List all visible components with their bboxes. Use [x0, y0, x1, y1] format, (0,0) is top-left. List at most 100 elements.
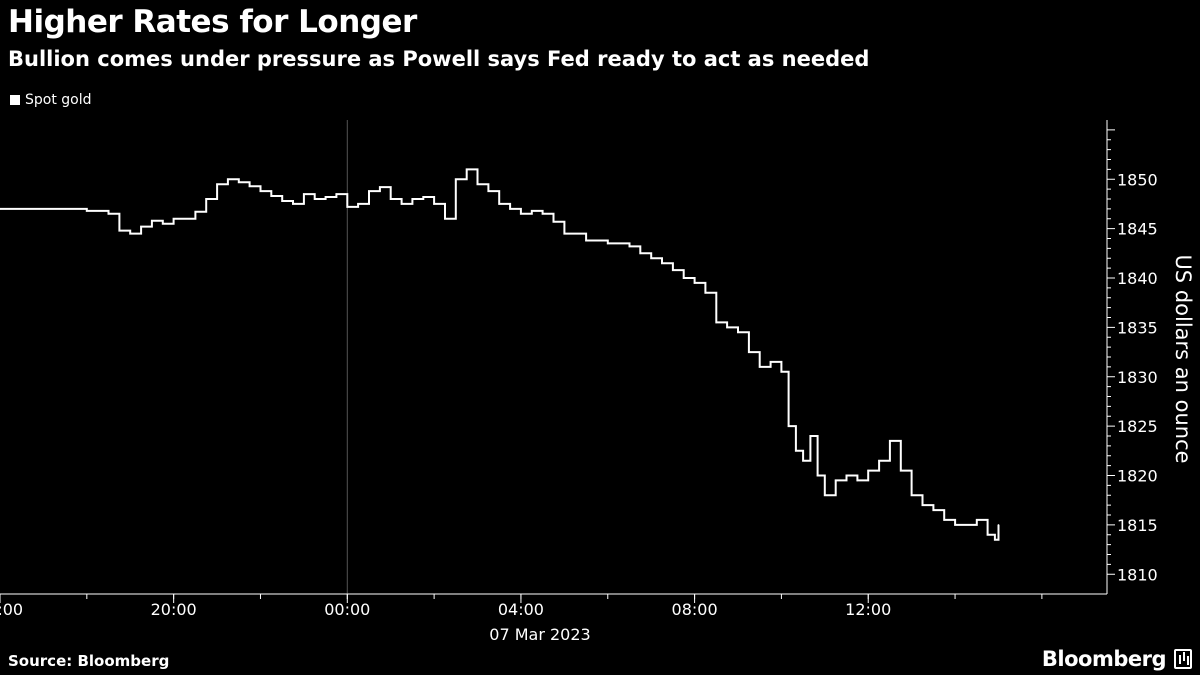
data-point: [444, 217, 446, 220]
data-point: [541, 213, 544, 215]
chart-axes: [0, 120, 1108, 595]
data-point: [563, 232, 566, 235]
x-tick-label: 12:00: [845, 600, 891, 619]
series-lines: [0, 168, 1000, 541]
data-point: [498, 203, 501, 205]
data-point: [303, 193, 305, 195]
data-point: [856, 479, 859, 482]
data-point: [802, 459, 804, 462]
y-tick-label: 1830: [1117, 368, 1158, 387]
data-point: [161, 222, 164, 225]
data-point: [693, 282, 696, 284]
data-point: [809, 435, 812, 437]
data-point: [965, 524, 967, 526]
y-tick-label: 1840: [1117, 269, 1158, 288]
chart-legend: Spot gold: [10, 92, 92, 108]
source-note: Source: Bloomberg: [8, 652, 170, 670]
data-point: [118, 229, 121, 232]
data-point: [487, 190, 490, 192]
y-tick-label: 1815: [1117, 516, 1158, 535]
y-tick-label: 1835: [1117, 318, 1158, 337]
data-point: [0, 208, 1, 210]
data-point: [313, 198, 316, 200]
data-point: [368, 190, 370, 192]
data-point: [259, 190, 262, 192]
data-point: [357, 203, 359, 205]
data-point: [411, 198, 414, 200]
data-point: [455, 178, 457, 181]
data-point: [975, 519, 978, 521]
data-point: [824, 494, 826, 497]
data-point: [726, 326, 728, 329]
data-point: [921, 504, 924, 506]
data-point: [758, 366, 761, 368]
data-point: [151, 219, 153, 222]
data-point: [433, 203, 435, 205]
data-point: [292, 203, 294, 205]
data-point: [787, 425, 790, 427]
data-point: [628, 245, 631, 248]
data-point: [248, 185, 251, 187]
y-tick-label: 1845: [1117, 220, 1158, 239]
y-axis-label: US dollars an ounce: [1171, 254, 1195, 463]
data-point: [552, 220, 555, 223]
series-line-spot-gold: [0, 168, 1000, 541]
data-point: [704, 292, 707, 294]
data-point: [748, 351, 750, 353]
data-point: [335, 193, 338, 195]
data-point: [379, 186, 381, 188]
x-tick-label: 04:00: [498, 600, 544, 619]
data-point: [932, 509, 935, 511]
y-tick-label: 1850: [1117, 170, 1158, 189]
data-point: [129, 232, 132, 235]
x-tick-label: 20:00: [151, 600, 197, 619]
data-point: [324, 196, 327, 198]
data-point: [910, 494, 913, 497]
y-tick-label: 1820: [1117, 467, 1158, 486]
data-point: [216, 183, 218, 185]
data-point: [140, 225, 142, 228]
legend-label-spot-gold: Spot gold: [25, 92, 92, 108]
data-point: [346, 206, 349, 208]
data-point: [465, 168, 468, 171]
data-point: [639, 252, 642, 255]
data-point: [650, 257, 652, 260]
data-point: [867, 469, 870, 472]
data-point: [715, 321, 718, 324]
x-tick-label: 08:00: [672, 600, 718, 619]
data-point: [520, 213, 522, 215]
chart-title: Higher Rates for Longer: [8, 4, 417, 40]
x-tick-label: 00:00: [324, 600, 370, 619]
data-point: [530, 210, 533, 212]
chart-logo-icon: [1174, 649, 1192, 669]
data-point: [107, 213, 110, 215]
legend-swatch-spot-gold: [10, 95, 20, 105]
data-point: [86, 210, 88, 212]
data-point: [400, 203, 403, 205]
data-point: [172, 217, 175, 220]
brand-logo: Bloomberg: [1041, 647, 1167, 671]
data-point: [943, 519, 946, 521]
data-point: [194, 211, 197, 213]
x-axis-ticks: 20:00 00:00 04:00 08:00 12:00 16:00: [0, 594, 1043, 619]
y-tick-label: 1825: [1117, 417, 1158, 436]
x-axis-date-label: 07 Mar 2023: [489, 625, 590, 644]
data-point: [281, 200, 283, 202]
data-point: [270, 195, 273, 197]
data-point: [834, 479, 837, 482]
data-point: [954, 524, 956, 526]
data-point: [64, 208, 66, 210]
data-point: [816, 474, 819, 477]
data-point: [997, 524, 1000, 526]
data-point: [889, 440, 891, 442]
data-point: [227, 178, 229, 181]
data-point: [986, 533, 989, 536]
x-tick-label: 16:00: [0, 600, 23, 619]
data-point: [795, 450, 797, 452]
data-point: [769, 361, 772, 363]
data-point: [237, 181, 240, 184]
y-tick-label: 1810: [1117, 565, 1158, 584]
data-point: [672, 269, 674, 271]
data-point: [845, 474, 848, 477]
